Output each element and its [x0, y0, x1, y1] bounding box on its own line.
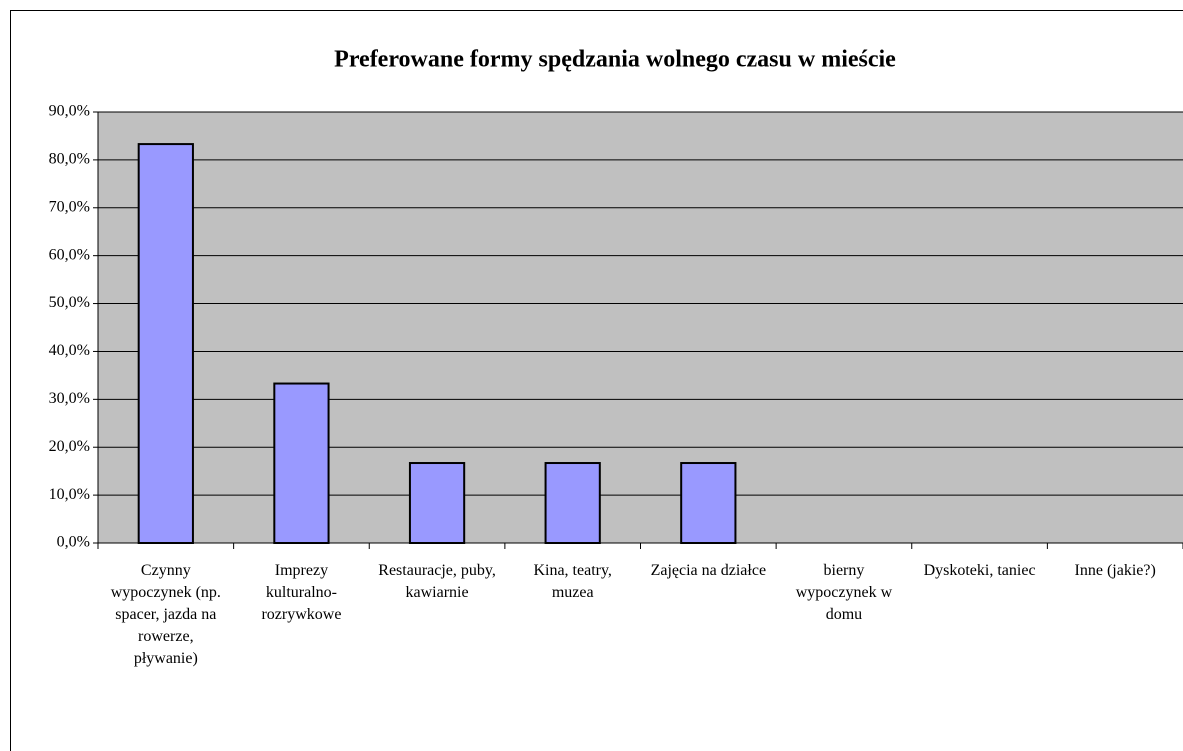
y-tick-label: 60,0%	[49, 246, 90, 263]
x-tick-label: Kina, teatry, muzea	[533, 562, 612, 601]
y-tick-label: 50,0%	[49, 294, 90, 311]
y-tick-label: 80,0%	[49, 151, 90, 168]
x-tick-label: Zajęcia na działce	[650, 562, 767, 579]
y-tick-label: 30,0%	[49, 390, 90, 407]
bar	[680, 462, 737, 544]
x-tick-label: Restauracje, puby, kawiarnie	[378, 562, 496, 601]
bar	[137, 143, 194, 545]
bar	[544, 462, 601, 544]
bar	[273, 382, 330, 544]
plot-area	[98, 112, 1183, 543]
y-tick-label: 40,0%	[49, 342, 90, 359]
y-tick-label: 10,0%	[49, 486, 90, 503]
x-tick-label: Czynny wypoczynek (np. spacer, jazda na …	[110, 562, 221, 667]
x-tick-label: Imprezy kulturalno-rozrywkowe	[261, 562, 342, 623]
y-tick-label: 90,0%	[49, 103, 90, 120]
y-tick-label: 70,0%	[49, 198, 90, 215]
bar	[408, 462, 466, 544]
x-tick-label: Dyskoteki, taniec	[923, 562, 1036, 579]
x-tick-label: bierny wypoczynek w domu	[795, 562, 893, 623]
y-tick-label: 0,0%	[57, 534, 90, 551]
x-tick-label: Inne (jakie?)	[1074, 562, 1156, 579]
chart-title: Preferowane formy spędzania wolnego czas…	[334, 47, 896, 73]
y-tick-label: 20,0%	[49, 438, 90, 455]
